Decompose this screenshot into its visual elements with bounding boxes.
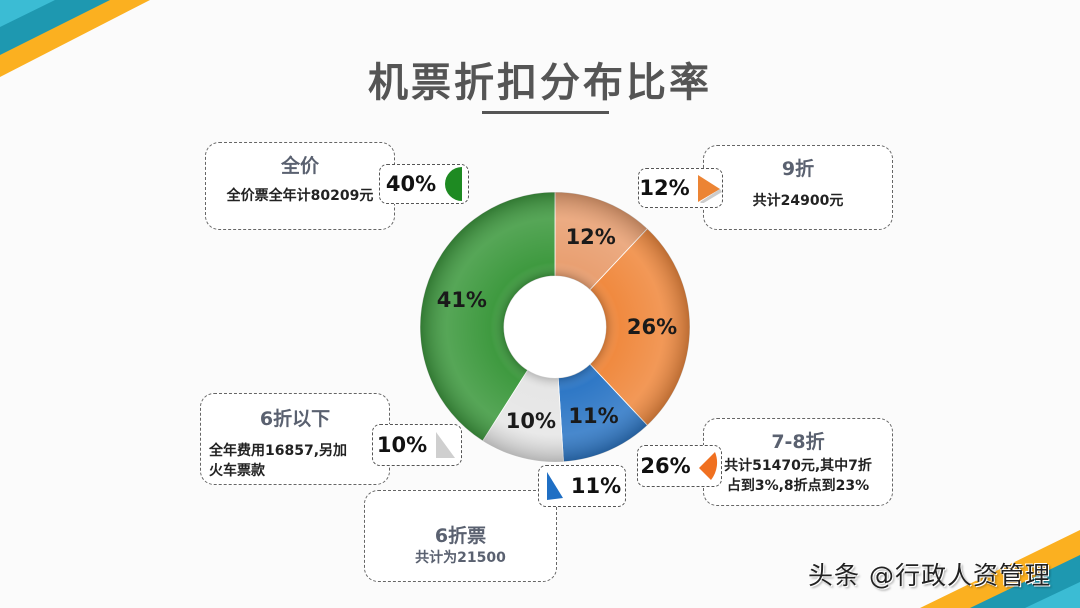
badge-full-price: 40% xyxy=(379,164,469,204)
callout-heading: 6折以下 xyxy=(259,408,331,430)
corner-decoration-top-left xyxy=(0,0,150,77)
badge-discount-60: 11% xyxy=(538,465,626,507)
watermark: 头条 @行政人资管理 xyxy=(808,561,1051,590)
callout-body-line1: 共计51470元,其中7折 xyxy=(724,458,872,474)
callout-discount-90: 9折 共计24900元 xyxy=(703,145,893,230)
callout-below-60: 6折以下 全年费用16857,另加 火车票款 xyxy=(200,393,390,485)
donut-hole xyxy=(504,276,606,378)
badge-value: 10% xyxy=(376,433,428,457)
badge-discount-70-80: 26% xyxy=(637,445,722,487)
donut-segment-label: 10% xyxy=(506,409,556,433)
callout-body: 共计24900元 xyxy=(752,193,844,209)
callout-body-line1: 全年费用16857,另加 xyxy=(209,443,348,459)
callout-discount-70-80: 7-8折 共计51470元,其中7折 占到3%,8折点到23% xyxy=(703,418,893,506)
callout-full-price: 全价 全价票全年计80209元 xyxy=(205,142,395,230)
pie-wedge-icon xyxy=(698,452,717,480)
callout-heading: 9折 xyxy=(781,158,815,180)
corner-decoration-bottom-right xyxy=(920,530,1080,608)
donut-segment-label: 12% xyxy=(566,225,616,249)
donut-segment-label: 11% xyxy=(568,404,618,428)
callout-discount-60: 6折票 共计为21500 xyxy=(364,490,557,582)
badge-below-60: 10% xyxy=(372,424,462,466)
callout-heading: 全价 xyxy=(280,155,319,177)
callout-body: 全价票全年计80209元 xyxy=(226,188,374,204)
pie-wedge-icon xyxy=(436,432,456,458)
pie-wedge-icon xyxy=(546,472,563,500)
badge-value: 26% xyxy=(640,454,691,478)
pie-wedge-icon xyxy=(697,175,722,203)
half-circle-icon xyxy=(445,167,463,201)
donut-segment-label: 26% xyxy=(627,315,677,339)
badge-discount-90: 12% xyxy=(638,168,723,208)
callout-heading: 6折票 xyxy=(434,525,487,547)
badge-value: 11% xyxy=(570,474,622,498)
callout-body-line2: 占到3%,8折点到23% xyxy=(726,478,870,494)
donut-segment-label: 41% xyxy=(437,288,487,312)
donut-labels: 12% 26% 11% 10% 41% xyxy=(437,225,677,433)
callout-heading: 7-8折 xyxy=(771,431,825,453)
badge-value: 12% xyxy=(639,176,690,200)
callout-body-line2: 火车票款 xyxy=(209,463,265,479)
badge-value: 40% xyxy=(385,172,437,196)
callout-body: 共计为21500 xyxy=(415,550,506,566)
title-underline xyxy=(482,111,609,114)
slide-title: 机票折扣分布比率 xyxy=(368,60,712,106)
